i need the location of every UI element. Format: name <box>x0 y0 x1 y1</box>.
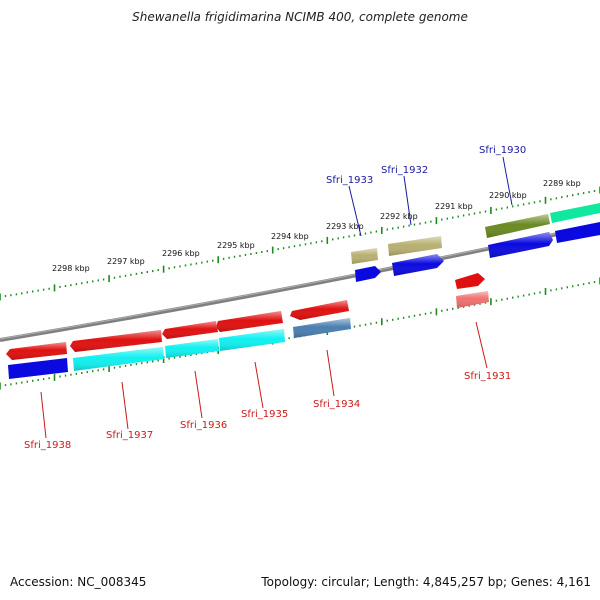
shine-overlay <box>290 300 349 320</box>
leader-sfri-1937 <box>121 381 129 430</box>
kbp-label-2297: 2297 kbp <box>107 257 145 266</box>
leader-sfri-1931 <box>475 321 488 369</box>
kbp-label-2296: 2296 kbp <box>162 249 200 258</box>
gene-label-leaders <box>40 156 513 439</box>
kbp-label-2295: 2295 kbp <box>217 241 255 250</box>
shine-overlay <box>165 339 219 358</box>
kbp-label-2298: 2298 kbp <box>52 264 90 273</box>
gene-label-sfri-1931[interactable]: Sfri_1931 <box>464 371 511 382</box>
kbp-label-2294: 2294 kbp <box>271 232 309 241</box>
leader-sfri-1935 <box>254 361 264 409</box>
shine-overlay <box>216 311 283 332</box>
leader-sfri-1933 <box>348 185 362 237</box>
leader-sfri-1938 <box>40 391 47 439</box>
shine-overlay <box>485 214 550 238</box>
gene-block-sfri-1930-blue-b[interactable] <box>555 222 600 243</box>
shine-overlay <box>6 342 67 360</box>
gene-label-sfri-1937[interactable]: Sfri_1937 <box>106 430 153 441</box>
forward-strand-features <box>6 203 600 360</box>
gene-label-sfri-1935[interactable]: Sfri_1935 <box>241 409 288 420</box>
gene-label-sfri-1934[interactable]: Sfri_1934 <box>313 399 360 410</box>
leader-sfri-1932 <box>403 175 412 226</box>
shine-overlay <box>219 329 285 351</box>
gene-label-sfri-1936[interactable]: Sfri_1936 <box>180 420 227 431</box>
bottom-scale <box>0 277 600 390</box>
reverse-strand-features <box>8 222 600 379</box>
kbp-label-2291: 2291 kbp <box>435 202 473 211</box>
gene-label-sfri-1933[interactable]: Sfri_1933 <box>326 175 373 186</box>
gene-block-sfri-1933-blue[interactable] <box>355 266 381 282</box>
shine-overlay <box>456 291 489 308</box>
shine-overlay <box>388 236 442 256</box>
leader-sfri-1934 <box>326 349 335 397</box>
gene-label-sfri-1932[interactable]: Sfri_1932 <box>381 165 428 176</box>
kbp-label-2290: 2290 kbp <box>489 191 527 200</box>
gene-block-sfri-1930-b[interactable] <box>550 203 600 223</box>
gene-block-sfri-1931[interactable] <box>455 273 485 289</box>
kbp-labels: 2289 kbp 2290 kbp 2291 kbp 2292 kbp 2293… <box>52 179 581 273</box>
gene-labels: Sfri_1930 Sfri_1931 Sfri_1932 Sfri_1933 … <box>24 145 526 451</box>
gene-block-sfri-1938-blue[interactable] <box>8 358 68 379</box>
kbp-label-2292: 2292 kbp <box>380 212 418 221</box>
shine-overlay <box>351 248 378 264</box>
genome-summary: Topology: circular; Length: 4,845,257 bp… <box>261 575 591 589</box>
kbp-label-2289: 2289 kbp <box>543 179 581 188</box>
shine-overlay <box>392 254 444 276</box>
shine-overlay <box>293 318 351 338</box>
shine-overlay <box>488 232 553 258</box>
gene-label-sfri-1938[interactable]: Sfri_1938 <box>24 440 71 451</box>
leader-sfri-1936 <box>194 370 203 419</box>
shine-overlay <box>162 321 218 339</box>
map-title: Shewanella frigidimarina NCIMB 400, comp… <box>132 10 468 24</box>
top-scale <box>0 186 600 301</box>
kbp-label-2293: 2293 kbp <box>326 222 364 231</box>
gene-label-sfri-1930[interactable]: Sfri_1930 <box>479 145 526 156</box>
accession-label: Accession: NC_008345 <box>10 575 147 589</box>
shine-overlay <box>70 330 162 352</box>
shine-overlay <box>73 347 164 371</box>
leader-sfri-1930 <box>502 156 513 206</box>
